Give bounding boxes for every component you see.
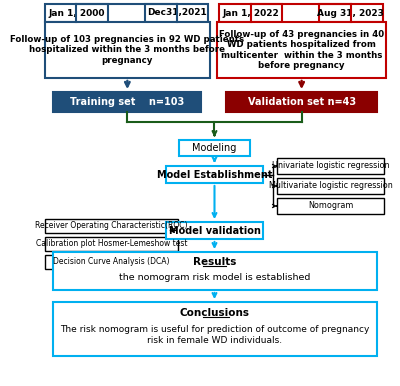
FancyBboxPatch shape: [277, 158, 384, 174]
Text: Validation set n=43: Validation set n=43: [248, 97, 356, 107]
Text: Multivariate logistic regression: Multivariate logistic regression: [269, 181, 392, 191]
Text: Receiver Operating Characteristic(ROC): Receiver Operating Characteristic(ROC): [35, 222, 188, 230]
Text: The risk nomogram is useful for prediction of outcome of pregnancy
risk in femal: The risk nomogram is useful for predicti…: [60, 325, 369, 345]
Text: Calibration plot Hosmer-Lemeshow test: Calibration plot Hosmer-Lemeshow test: [36, 239, 187, 249]
FancyBboxPatch shape: [179, 140, 250, 156]
Text: Results: Results: [193, 257, 236, 267]
Text: Follow-up of 103 pregnancies in 92 WD patients
hospitalized within the 3 months : Follow-up of 103 pregnancies in 92 WD pa…: [10, 35, 244, 65]
FancyBboxPatch shape: [45, 219, 178, 233]
Text: Model validation: Model validation: [168, 225, 260, 235]
Text: Follow-up of 43 pregnancies in 40
WD patients hospitalized from
multicenter  wit: Follow-up of 43 pregnancies in 40 WD pat…: [219, 30, 384, 70]
Text: Model Establishment: Model Establishment: [157, 169, 272, 179]
Text: Aug 31, 2023: Aug 31, 2023: [318, 8, 384, 17]
FancyBboxPatch shape: [219, 4, 282, 22]
Text: Jan 1, 2022: Jan 1, 2022: [222, 8, 279, 17]
Text: Univariate logistic regression: Univariate logistic regression: [272, 161, 390, 171]
FancyBboxPatch shape: [45, 237, 178, 251]
FancyBboxPatch shape: [45, 4, 108, 22]
Text: Nomogram: Nomogram: [308, 201, 353, 210]
FancyBboxPatch shape: [166, 222, 263, 239]
Text: Decision Curve Analysis (DCA): Decision Curve Analysis (DCA): [53, 257, 170, 266]
Text: the nomogram risk model is established: the nomogram risk model is established: [119, 274, 310, 283]
Text: Modeling: Modeling: [192, 143, 237, 153]
Text: Jan 1, 2000: Jan 1, 2000: [48, 8, 104, 17]
FancyBboxPatch shape: [45, 22, 210, 78]
FancyBboxPatch shape: [54, 252, 377, 290]
Text: Conclusions: Conclusions: [180, 308, 250, 318]
FancyBboxPatch shape: [217, 22, 386, 78]
FancyBboxPatch shape: [45, 255, 178, 269]
FancyBboxPatch shape: [166, 166, 263, 183]
FancyBboxPatch shape: [319, 4, 382, 22]
FancyBboxPatch shape: [226, 92, 377, 112]
FancyBboxPatch shape: [145, 4, 208, 22]
FancyBboxPatch shape: [54, 92, 201, 112]
Text: Dec31,2021: Dec31,2021: [147, 8, 206, 17]
Text: Training set    n=103: Training set n=103: [70, 97, 184, 107]
FancyBboxPatch shape: [277, 198, 384, 214]
FancyBboxPatch shape: [54, 302, 377, 356]
FancyBboxPatch shape: [277, 178, 384, 194]
